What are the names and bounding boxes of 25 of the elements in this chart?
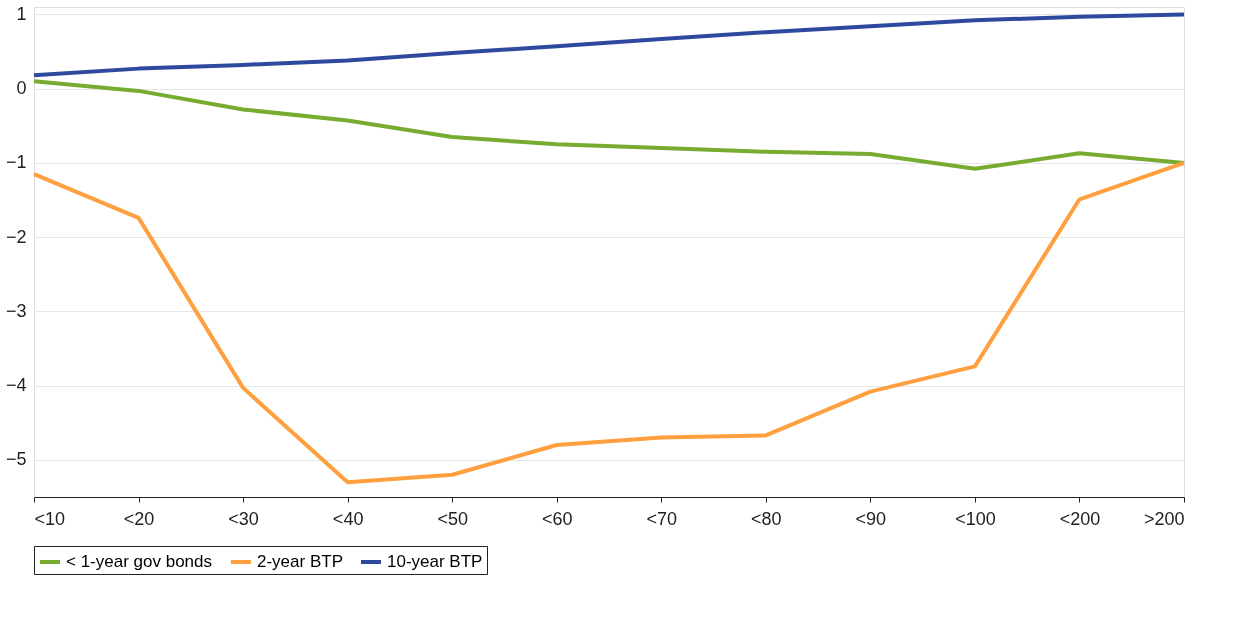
x-tick-label: <30 [228,508,259,529]
y-tick-label: 0 [16,78,27,99]
x-tick-label: <100 [955,508,996,529]
x-tick-label: <80 [751,508,782,529]
legend-label: 10-year BTP [387,552,483,571]
x-tick-label: <90 [855,508,887,529]
y-tick-label: −4 [5,375,27,396]
x-tick-label: >200 [1143,508,1185,529]
line-series [32,12,1186,78]
x-tick-label: <40 [332,508,364,529]
legend-label: 2-year BTP [257,552,343,571]
x-tick-label: <200 [1059,508,1101,529]
line-series [32,79,1186,171]
y-tick-label: −5 [5,449,27,470]
y-tick-label: −3 [5,300,27,321]
line-series [32,160,1186,485]
y-tick-label: −1 [5,152,27,173]
x-tick-label: <20 [123,508,155,529]
legend-label: < 1-year gov bonds [66,552,213,571]
y-tick-label: −2 [5,226,27,247]
x-tick-label: <70 [646,508,678,529]
x-tick-label: <60 [541,508,573,529]
x-tick-label: <10 [34,508,66,529]
y-tick-label: 1 [16,3,27,24]
x-tick-label: <50 [437,508,468,529]
